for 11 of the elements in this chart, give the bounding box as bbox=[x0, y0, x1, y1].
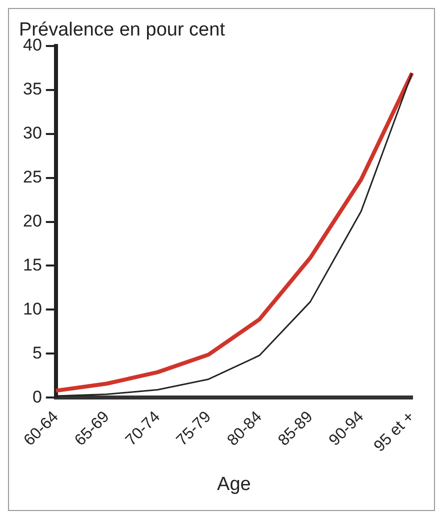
y-tick-label: 5 bbox=[32, 343, 42, 362]
y-tick-label: 30 bbox=[22, 123, 42, 142]
x-tick-label: 95 et + bbox=[371, 408, 418, 456]
y-tick-label: 40 bbox=[22, 35, 42, 54]
y-tick-label: 35 bbox=[22, 79, 42, 98]
y-tick-label: 15 bbox=[22, 255, 42, 274]
y-tick-label: 25 bbox=[22, 167, 42, 186]
y-tick-label: 20 bbox=[22, 211, 42, 230]
x-axis-title: Age bbox=[217, 474, 251, 495]
y-tick-label: 0 bbox=[32, 387, 42, 406]
y-tick-label: 10 bbox=[22, 299, 42, 318]
